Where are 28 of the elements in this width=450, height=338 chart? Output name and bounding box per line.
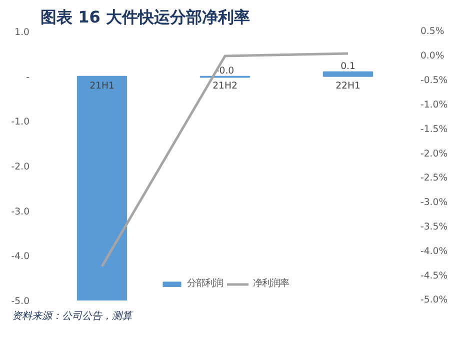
y-tick-label: -3.0 — [11, 206, 30, 218]
data-label: -0.0 — [216, 65, 234, 76]
legend-label: 分部利润 — [187, 277, 223, 290]
y2-tick-label: -4.5% — [420, 270, 448, 282]
y-tick-label: - — [26, 72, 30, 83]
x-tick-label: 21H2 — [212, 80, 238, 92]
y2-tick-label: -5.0% — [420, 294, 448, 306]
data-label: 0.1 — [340, 60, 356, 72]
legend-label: 净利润率 — [253, 277, 289, 290]
y2-tick-label: -1.0% — [420, 99, 448, 110]
y2-tick-label: -3.5% — [420, 222, 448, 233]
y-tick-label: 1.0 — [14, 27, 30, 38]
y-tick-label: -5.0 — [11, 296, 30, 307]
y2-tick-label: -2.5% — [420, 172, 448, 184]
y2-tick-label: -4.0% — [420, 246, 448, 258]
y-tick-label: -4.0 — [11, 251, 30, 262]
y-tick-label: -1.0 — [11, 116, 30, 128]
y2-tick-label: -3.0% — [420, 197, 448, 208]
x-tick-label: 21H1 — [90, 80, 114, 92]
y2-tick-label: -2.0% — [420, 148, 448, 160]
y2-tick-label: 0.0% — [420, 50, 444, 62]
y-tick-label: -2.0 — [11, 162, 30, 172]
y2-tick-label: -0.5% — [420, 74, 448, 86]
text: 资料来源：公司公告，测算 — [12, 310, 132, 324]
y2-tick-label: -1.5% — [420, 124, 448, 135]
chart-title: 图表 16 大件快运分部净利率 — [40, 8, 250, 26]
x-tick-label: 22H1 — [336, 80, 360, 92]
y2-tick-label: 0.5% — [420, 26, 444, 37]
